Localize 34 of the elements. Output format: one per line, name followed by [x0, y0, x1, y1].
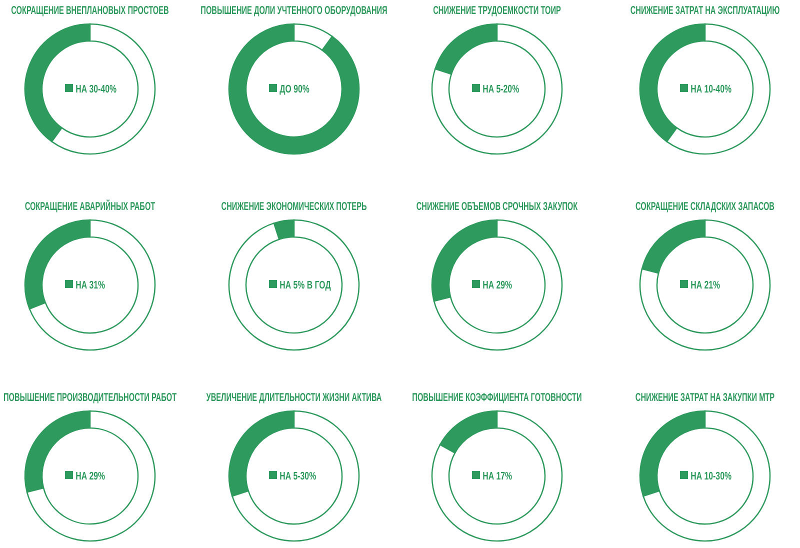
- donut-slice: [431, 23, 563, 155]
- legend-label: НА 30-40%: [76, 83, 117, 96]
- donut-slice: [433, 219, 563, 351]
- donut-slice: [228, 219, 360, 351]
- chart-title: СОКРАЩЕНИЕ ВНЕПЛАНОВЫХ ПРОСТОЕВ: [11, 4, 169, 18]
- legend-label: НА 10-30%: [690, 470, 732, 483]
- chart-title: СНИЖЕНИЕ ЗАТРАТ НА ЗАКУПКИ МТР: [635, 391, 776, 405]
- legend-label: НА 29%: [482, 279, 512, 292]
- donut-slice: [232, 410, 360, 542]
- chart-title: СОКРАЩЕНИЕ СКЛАДСКИХ ЗАПАСОВ: [636, 200, 775, 214]
- chart-title: ПОВЫШЕНИЕ ДОЛИ УЧТЕННОГО ОБОРУДОВАНИЯ: [200, 4, 388, 18]
- chart-title: СНИЖЕНИЕ ЗАТРАТ НА ЭКСПЛУАТАЦИЮ: [630, 4, 780, 18]
- donut-slice: [26, 410, 156, 542]
- donut-slice: [642, 410, 771, 542]
- donut-slice: [228, 23, 360, 155]
- legend-label: НА 31%: [76, 279, 106, 292]
- legend-label: НА 21%: [690, 279, 720, 292]
- legend-label: НА 5% В ГОД: [280, 279, 331, 292]
- chart-title: УВЕЛИЧЕНИЕ ДЛИТЕЛЬНОСТИ ЖИЗНИ АКТИВА: [206, 391, 382, 405]
- chart-title: СНИЖЕНИЕ ТРУДОЕМКОСТИ ТОИР: [433, 4, 562, 18]
- chart-title: СНИЖЕНИЕ ОБЪЕМОВ СРОЧНЫХ ЗАКУПОК: [416, 200, 578, 214]
- chart-title: ПОВЫШЕНИЕ КОЭФФИЦИЕНТА ГОТОВНОСТИ: [412, 391, 582, 405]
- chart-title: СОКРАЩЕНИЕ АВАРИЙНЫХ РАБОТ: [24, 199, 156, 214]
- legend-label: НА 29%: [76, 470, 106, 483]
- legend-label: НА 10-40%: [690, 83, 732, 96]
- legend-label: НА 17%: [482, 470, 512, 483]
- legend-label: НА 5-30%: [280, 470, 317, 483]
- donut-slice: [28, 219, 156, 351]
- legend-label: НА 5-20%: [482, 83, 520, 96]
- donut-slice: [431, 410, 563, 542]
- legend-label: ДО 90%: [280, 83, 310, 96]
- chart-title: ПОВЫШЕНИЕ ПРОИЗВОДИТЕЛЬНОСТИ РАБОТ: [3, 391, 177, 405]
- donut-slice: [639, 219, 771, 351]
- chart-title: СНИЖЕНИЕ ЭКОНОМИЧЕСКИХ ПОТЕРЬ: [221, 200, 367, 214]
